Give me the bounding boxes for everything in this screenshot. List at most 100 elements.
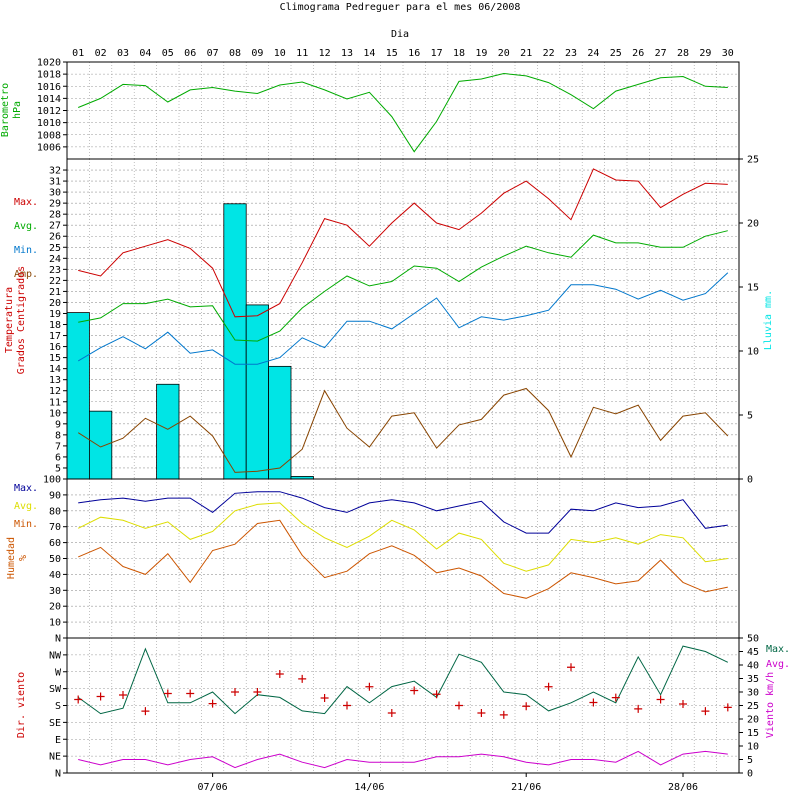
rain-bar xyxy=(156,383,180,480)
y2-tick-label: 15 xyxy=(747,728,759,739)
day-label: 14 xyxy=(363,48,375,59)
day-label: 25 xyxy=(610,48,622,59)
y2-tick-label: 5 xyxy=(747,755,753,766)
wind-direction-marker xyxy=(96,692,105,701)
y-tick-label: 12 xyxy=(49,386,61,397)
day-label: 17 xyxy=(431,48,443,59)
wind-direction-marker xyxy=(74,695,83,704)
wind-direction-marker xyxy=(186,689,195,698)
y2-tick-label: 45 xyxy=(747,647,759,658)
humidity-legend-item: Max. xyxy=(14,483,38,494)
humidity-min-line xyxy=(78,519,728,599)
y-tick-label: SW xyxy=(49,684,62,695)
rain-bar xyxy=(268,365,292,480)
wind-direction-marker xyxy=(723,703,732,712)
day-labels: 01 02 03 04 05 06 07 08 09 10 11 12 13 14 15 16 17 18 19 20… xyxy=(72,48,734,59)
y-tick-label: 1016 xyxy=(37,82,61,93)
y-tick-label: 31 xyxy=(49,177,61,188)
y-tick-label: 1006 xyxy=(37,142,61,153)
wind-direction-marker xyxy=(701,707,710,716)
y-tick-label: 10 xyxy=(49,408,61,419)
y-tick-label: 1008 xyxy=(37,130,61,141)
y-tick-label: 1010 xyxy=(37,118,61,129)
wind-legend-item: Avg. xyxy=(766,659,790,670)
day-label: 12 xyxy=(319,48,331,59)
y-tick-label: 8 xyxy=(55,430,61,441)
temp-legend-item: Amp. xyxy=(14,269,38,280)
day-label: 09 xyxy=(251,48,263,59)
y-tick-label: 15 xyxy=(49,353,61,364)
y-tick-label: 24 xyxy=(49,254,61,265)
y-tick-label: N xyxy=(55,634,61,645)
day-label: 30 xyxy=(722,48,734,59)
wind-avg-line xyxy=(78,750,728,769)
y-tick-label: 7 xyxy=(55,441,61,452)
y2-tick-label: 25 xyxy=(747,155,759,166)
y-tick-label: 10 xyxy=(49,618,61,629)
y-tick-label: 16 xyxy=(49,342,61,353)
day-label: 16 xyxy=(408,48,420,59)
y-tick-label: NW xyxy=(49,650,62,661)
wind-direction-marker xyxy=(656,695,665,704)
rain-bar xyxy=(223,203,247,480)
wind-direction-marker xyxy=(455,701,463,710)
y2-tick-label: 10 xyxy=(747,742,759,753)
y-tick-label: 30 xyxy=(49,586,61,597)
temperature-axis-label: TemperaturaGrados Centigrados xyxy=(4,266,27,374)
y2-tick-label: 30 xyxy=(747,688,759,699)
day-label: 18 xyxy=(453,48,465,59)
y-tick-label: 18 xyxy=(49,320,61,331)
day-label: 04 xyxy=(139,48,151,59)
day-label: 13 xyxy=(341,48,353,59)
chart-title: Climograma Pedreguer para el mes 06/2008 xyxy=(280,2,521,13)
wind-direction-marker xyxy=(320,694,329,702)
rain-bar xyxy=(89,410,113,480)
y-tick-label: 25 xyxy=(49,243,61,254)
wind-direction-marker xyxy=(611,693,620,702)
y-tick-label: 1014 xyxy=(37,94,61,105)
pressure-axis-label: BarometrohPa xyxy=(0,83,23,137)
rain-axis-label: Lluvia mm. xyxy=(763,290,774,350)
y2-tick-label: 25 xyxy=(747,701,759,712)
y-tick-label: 20 xyxy=(49,298,61,309)
y2-tick-label: 50 xyxy=(747,634,759,645)
y2-tick-label: 20 xyxy=(747,715,759,726)
y-tick-label: 27 xyxy=(49,221,61,232)
wind-direction-marker xyxy=(343,701,351,710)
y-tick-label: 70 xyxy=(49,522,61,533)
y-tick-label: 21 xyxy=(49,287,61,298)
humidity-legend-item: Min. xyxy=(14,519,38,530)
wind-direction-marker xyxy=(163,689,172,698)
y-tick-label: 80 xyxy=(49,506,61,517)
day-label: 11 xyxy=(296,48,308,59)
y-tick-label: 30 xyxy=(49,188,61,199)
temp-min-line xyxy=(77,272,729,365)
y-tick-label: 9 xyxy=(55,419,61,430)
day-label: 23 xyxy=(565,48,577,59)
y-tick-label: 6 xyxy=(55,452,61,463)
wind-direction-axis-label: Dir. viento xyxy=(16,672,27,738)
y-tick-label: E xyxy=(55,735,61,746)
wind-direction-marker xyxy=(589,698,598,707)
wind-direction-marker xyxy=(410,686,419,695)
temp-legend-item: Avg. xyxy=(14,221,38,232)
temp-max-line xyxy=(78,168,728,318)
y-tick-label: 28 xyxy=(49,210,61,221)
date-label: 07/06 xyxy=(198,782,228,793)
y-tick-label: 60 xyxy=(49,538,61,549)
day-label: 26 xyxy=(632,48,644,59)
y-tick-label: 17 xyxy=(49,331,61,342)
y-tick-label: 26 xyxy=(49,232,61,243)
humidity-avg-line xyxy=(77,502,728,572)
wind-legend-item: Max. xyxy=(766,644,790,655)
y-tick-label: S xyxy=(55,701,61,712)
y-tick-label: 1018 xyxy=(37,70,61,81)
wind-direction-marker xyxy=(522,702,531,711)
y2-tick-label: 0 xyxy=(747,769,753,780)
rain-bar xyxy=(66,312,90,480)
wind-direction-marker xyxy=(253,688,262,696)
y-tick-label: 20 xyxy=(49,602,61,613)
y-tick-label: 14 xyxy=(49,364,61,375)
y2-tick-label: 40 xyxy=(747,661,759,672)
